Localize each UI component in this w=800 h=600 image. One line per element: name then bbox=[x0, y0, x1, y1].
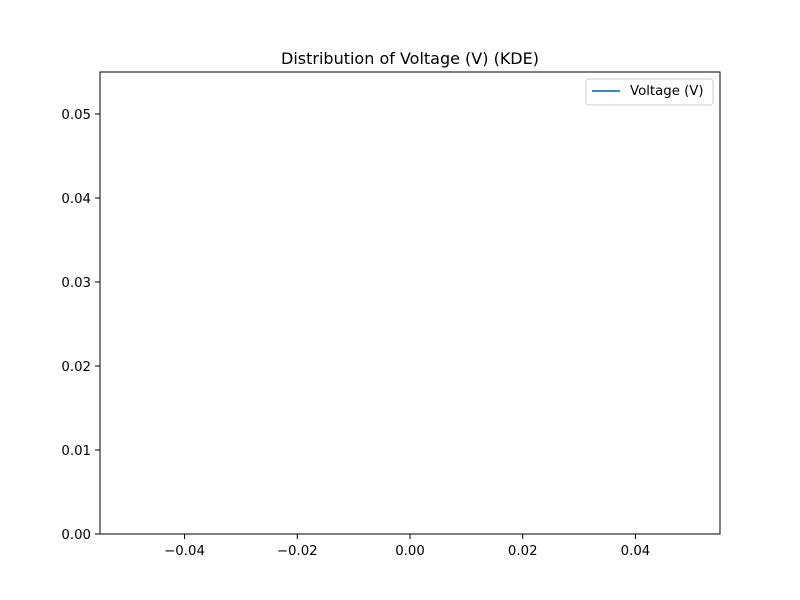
y-tick-label: 0.01 bbox=[61, 444, 91, 459]
y-tick-label: 0.00 bbox=[61, 528, 91, 543]
plot-area bbox=[99, 71, 721, 535]
legend-box bbox=[585, 78, 714, 106]
x-tick-label: −0.04 bbox=[164, 544, 205, 559]
y-tick-label: 0.03 bbox=[61, 276, 91, 291]
legend: Voltage (V) bbox=[585, 78, 714, 106]
x-tick-label: 0.02 bbox=[508, 544, 538, 559]
plot-frame bbox=[99, 71, 721, 535]
y-axis: 0.00 0.01 0.02 0.03 0.04 0.05 bbox=[61, 108, 100, 543]
y-tick-label: 0.02 bbox=[61, 360, 91, 375]
y-tick-label: 0.05 bbox=[61, 108, 91, 123]
y-tick-label: 0.04 bbox=[61, 192, 91, 207]
x-tick-label: 0.00 bbox=[395, 544, 425, 559]
x-tick-label: 0.04 bbox=[621, 544, 651, 559]
x-axis: −0.04 −0.02 0.00 0.02 0.04 bbox=[164, 534, 650, 559]
chart-title: Distribution of Voltage (V) (KDE) bbox=[281, 49, 539, 68]
x-tick-label: −0.02 bbox=[277, 544, 318, 559]
legend-label-voltage: Voltage (V) bbox=[630, 84, 704, 99]
